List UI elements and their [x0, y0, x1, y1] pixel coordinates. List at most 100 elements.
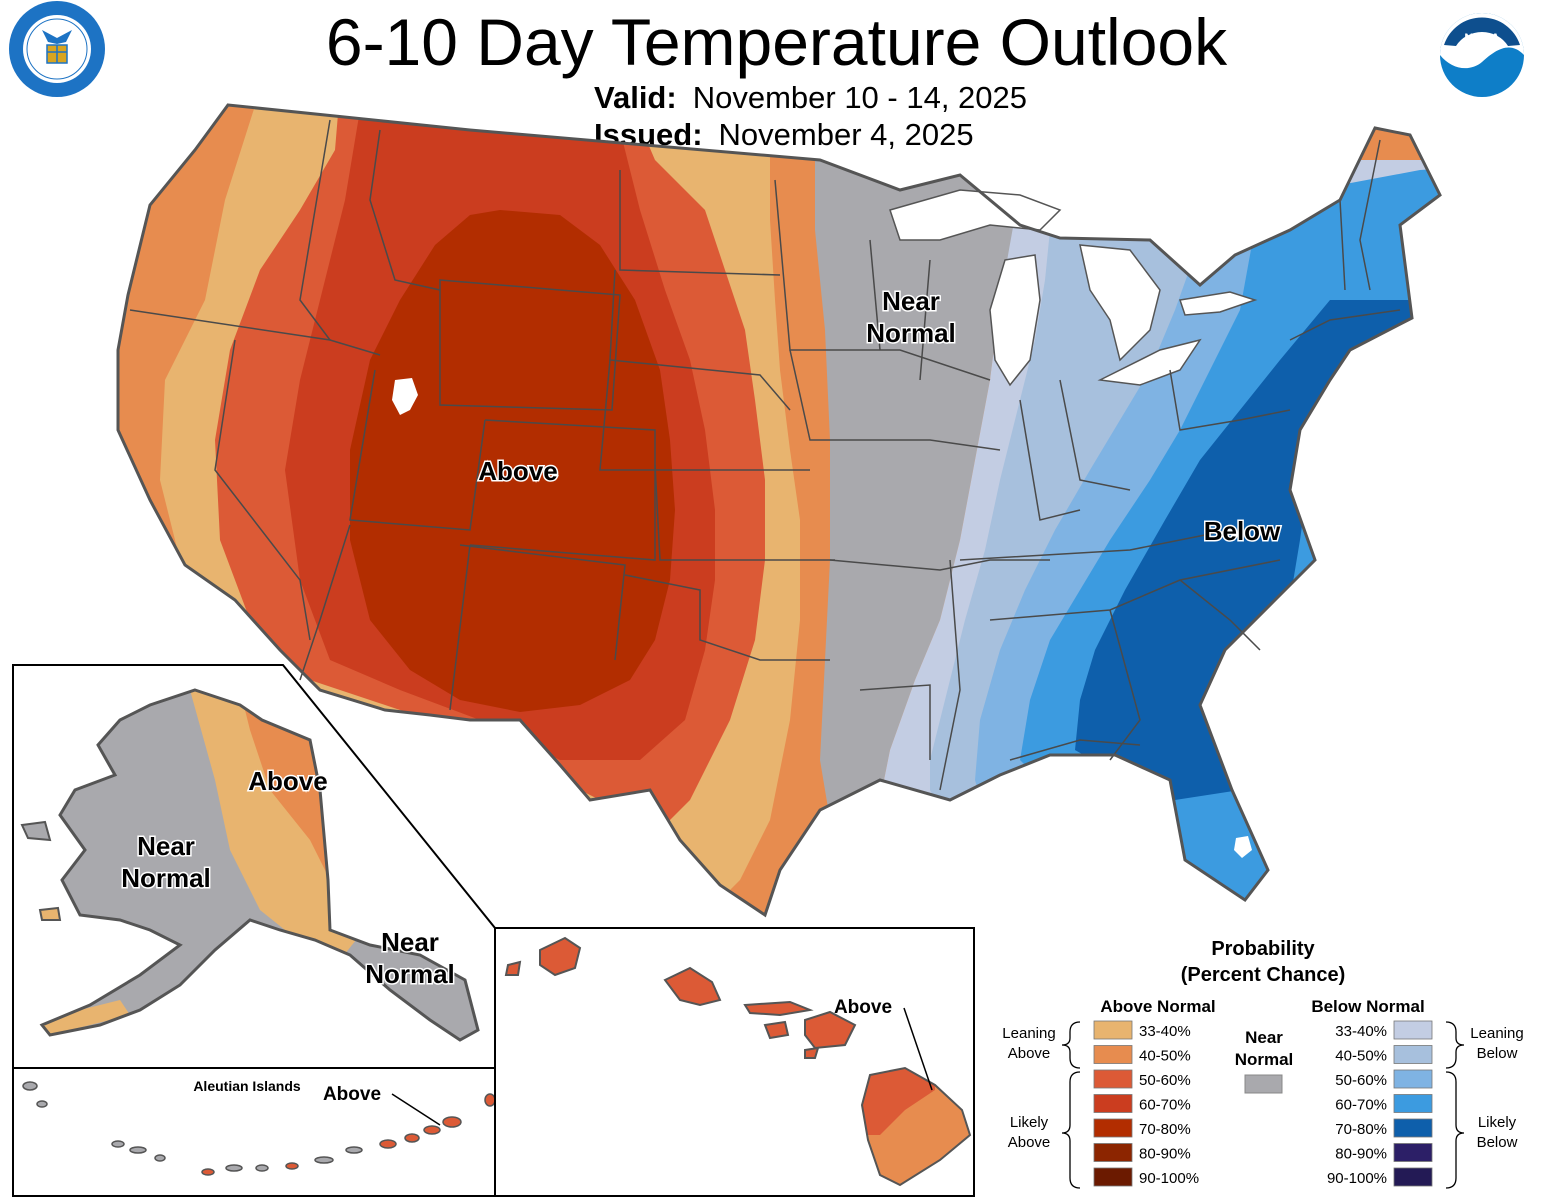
legend-below-label-1: 40-50%	[1335, 1048, 1387, 1065]
noaa-logo-text: NOAA	[1464, 31, 1500, 45]
legend-below-label-6: 90-100%	[1327, 1170, 1387, 1187]
legend-above-rows: 33-40% 40-50% 50-60% 60-70% 70-80% 80-90% 90-1…	[1093, 1020, 1199, 1187]
legend-above-swatch-6	[1093, 1167, 1133, 1187]
legend-below-label-2: 50-60%	[1335, 1072, 1387, 1089]
legend-below-swatch-2	[1393, 1069, 1433, 1089]
aleutian-islands	[22, 1081, 363, 1172]
valid-value: November 10 - 14, 2025	[692, 80, 1028, 115]
hawaii-islands	[504, 936, 857, 1059]
legend-likely-below-line2: Below	[1477, 1134, 1518, 1151]
aleutian-inset: Aleutian Islands Above	[12, 1067, 496, 1197]
hawaii-leader-line	[903, 1007, 933, 1091]
alaska-peninsula-above-zone	[42, 1000, 130, 1035]
lake-michigan	[989, 254, 1041, 387]
maui-island	[804, 1010, 857, 1050]
hawaii-inset: Above	[494, 927, 975, 1197]
alaska-se-near-label-line2: Normal	[365, 959, 455, 989]
alaska-se-near-label-line1: Near	[381, 927, 439, 957]
below-70-80-zone	[1075, 300, 1420, 800]
legend-above-label-6: 90-100%	[1139, 1170, 1199, 1187]
conus-above-label: Above	[478, 456, 557, 486]
valid-label: Valid:	[594, 80, 677, 115]
alaska-near-label-line2: Normal	[121, 863, 211, 893]
legend-near-line2: Normal	[1235, 1050, 1294, 1069]
legend-likely-above-line2: Above	[1008, 1134, 1051, 1151]
aleutian-above-label: Above	[323, 1084, 381, 1105]
legend-braces	[1061, 1021, 1465, 1189]
legend-below-swatch-5	[1393, 1143, 1433, 1162]
legend-above-swatch-0	[1093, 1020, 1133, 1040]
aleutian-title: Aleutian Islands	[193, 1078, 301, 1094]
map-title: 6-10 Day Temperature Outlook	[325, 5, 1228, 79]
legend-near-swatch	[1244, 1074, 1283, 1094]
legend-near-line1: Near	[1245, 1028, 1283, 1047]
legend-below-label-0: 33-40%	[1335, 1023, 1387, 1040]
legend-title-line2: (Percent Chance)	[1181, 964, 1346, 986]
lake-huron	[1079, 244, 1161, 362]
legend-above-header: Above Normal	[1100, 997, 1215, 1016]
aleutian-islands-above	[201, 1093, 496, 1176]
legend-below-swatch-0	[1393, 1020, 1433, 1040]
molokai-island	[743, 1000, 814, 1017]
legend-title-line1: Probability	[1211, 938, 1315, 960]
alaska-outline	[39, 688, 480, 1042]
legend-below-swatch-3	[1393, 1094, 1433, 1113]
legend-leaning-below-line1: Leaning	[1470, 1025, 1523, 1042]
legend-leaning-above-line1: Leaning	[1002, 1025, 1055, 1042]
legend-above-label-5: 80-90%	[1139, 1146, 1191, 1163]
lanai-island	[763, 1020, 790, 1040]
big-island-outline	[860, 1066, 972, 1187]
state-boundaries	[129, 119, 1401, 791]
aleutian-inset-frame	[12, 1067, 496, 1197]
legend-below-swatch-6	[1393, 1167, 1433, 1187]
hawaii-above-label: Above	[834, 997, 892, 1018]
big-island-above-50-60-zone	[862, 1068, 935, 1135]
legend-leaning-below-line2: Below	[1477, 1045, 1518, 1062]
oahu-island	[663, 966, 722, 1007]
above-70-80-zone	[350, 210, 675, 712]
legend-above-label-0: 33-40%	[1139, 1023, 1191, 1040]
issued-value: November 4, 2025	[718, 117, 974, 152]
legend-below-rows: 33-40% 40-50% 50-60% 60-70% 70-80% 80-90% 90-1…	[1327, 1020, 1433, 1187]
legend-above-swatch-2	[1093, 1069, 1133, 1089]
legend-above-swatch-3	[1093, 1094, 1133, 1113]
kauai-island	[539, 936, 582, 977]
legend-above-label-2: 50-60%	[1139, 1072, 1191, 1089]
legend-above-swatch-1	[1093, 1045, 1133, 1064]
valid-dates: Valid: November 10 - 14, 2025	[594, 80, 1027, 116]
lake-okeechobee	[1234, 836, 1252, 858]
great-salt-lake	[392, 378, 418, 415]
conus-below-label: Below	[1204, 516, 1281, 546]
legend-leaning-above-line2: Above	[1008, 1045, 1051, 1062]
legend-below-header: Below Normal	[1311, 997, 1424, 1016]
aleutian-leader-line	[391, 1093, 441, 1126]
lake-ontario	[1179, 291, 1258, 316]
legend-above-swatch-5	[1093, 1143, 1133, 1162]
legend-below-swatch-1	[1393, 1045, 1433, 1064]
alaska-above-label: Above	[248, 766, 327, 796]
near-normal-zone	[815, 160, 1025, 820]
conus-near-label-line1: Near	[882, 286, 940, 316]
kahoolawe-island	[804, 1046, 820, 1059]
legend-above-swatch-4	[1093, 1118, 1133, 1138]
legend-below-label-3: 60-70%	[1335, 1097, 1387, 1114]
legend: Probability (Percent Chance) Above Norma…	[1002, 938, 1524, 1189]
alaska-inset: Above Near Normal Near Normal	[12, 664, 496, 1069]
legend-likely-above-line1: Likely	[1010, 1114, 1049, 1131]
legend-below-swatch-4	[1393, 1118, 1433, 1138]
legend-below-label-4: 70-80%	[1335, 1121, 1387, 1138]
legend-above-label-4: 70-80%	[1139, 1121, 1191, 1138]
legend-above-label-1: 40-50%	[1139, 1048, 1191, 1065]
niihau-island	[504, 960, 522, 976]
department-of-commerce-seal-icon	[9, 1, 105, 97]
noaa-logo-icon	[1440, 13, 1524, 97]
st-lawrence-island	[20, 820, 52, 842]
conus-outline	[116, 103, 1442, 918]
lake-erie	[1097, 338, 1202, 386]
conus-near-label-line2: Normal	[866, 318, 956, 348]
nunivak-island	[38, 906, 62, 921]
legend-above-label-3: 60-70%	[1139, 1097, 1191, 1114]
alaska-near-label-line1: Near	[137, 831, 195, 861]
legend-below-label-5: 80-90%	[1335, 1146, 1387, 1163]
